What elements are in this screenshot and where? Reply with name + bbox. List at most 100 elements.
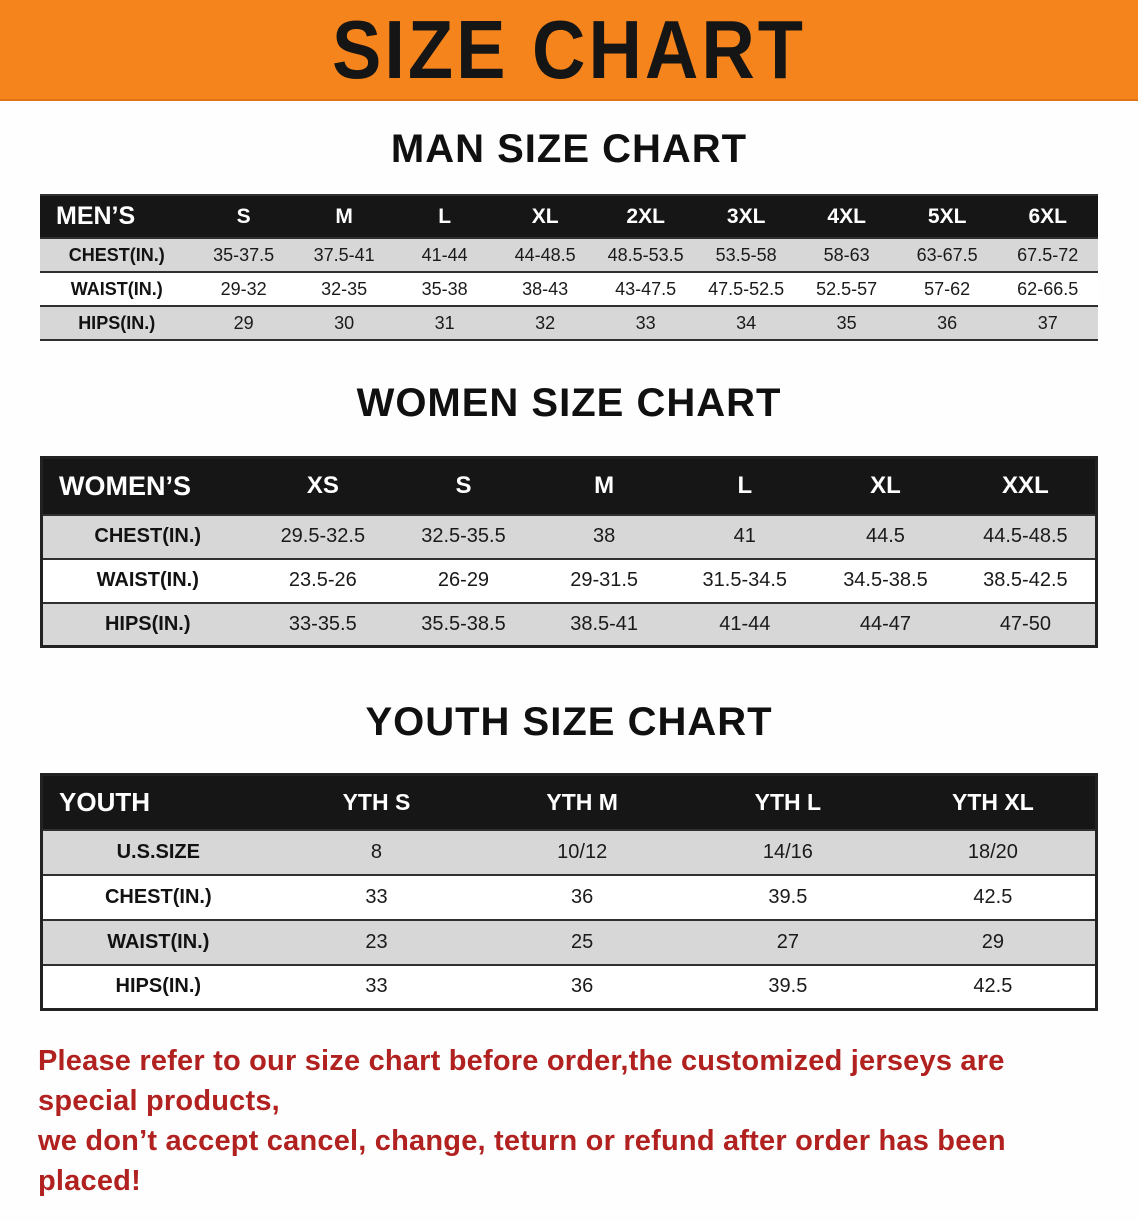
header-row: MEN’S S M L XL 2XL 3XL 4XL 5XL 6XL [40, 195, 1098, 238]
size-value: 44.5-48.5 [983, 525, 1068, 547]
size-value: 23.5-26 [288, 569, 357, 591]
size-value: 35.5-38.5 [421, 612, 506, 635]
size-value: 48.5-53.5 [607, 244, 684, 265]
women-section-heading: WOMEN SIZE CHART [356, 381, 782, 425]
table-corner-label: YOUTH [41, 774, 274, 830]
size-value: 41-44 [421, 244, 468, 265]
size-value: 36 [571, 885, 594, 908]
size-column-header: 3XL [695, 195, 797, 238]
size-value: 41 [733, 525, 756, 547]
size-value: 42.5 [973, 975, 1013, 998]
size-value: 62-66.5 [1017, 278, 1079, 299]
size-column-header: YTH L [685, 774, 891, 830]
size-column-header: L [674, 457, 816, 515]
header-row: WOMEN’S XS S M L XL XXL [41, 457, 1097, 515]
size-value: 41-44 [719, 612, 771, 635]
size-value: 38.5-42.5 [983, 569, 1068, 591]
size-value: 27 [776, 930, 800, 953]
row-label: U.S.SIZE [116, 840, 200, 863]
table-corner-label: WOMEN’S [41, 457, 253, 515]
size-column-header: S [393, 457, 534, 515]
size-value: 32.5-35.5 [421, 525, 506, 547]
size-column-header: L [394, 195, 495, 238]
size-value: 31 [434, 312, 455, 333]
row-label: CHEST(IN.) [68, 244, 165, 265]
size-value: 44-47 [859, 612, 912, 635]
size-value: 30 [334, 312, 355, 333]
size-value: 14/16 [762, 840, 813, 863]
size-value: 44-48.5 [514, 244, 576, 265]
size-value: 52.5-57 [816, 278, 878, 299]
size-value: 33-35.5 [288, 612, 357, 635]
size-value: 42.5 [973, 885, 1013, 908]
size-value: 67.5-72 [1017, 244, 1079, 265]
row-label: CHEST(IN.) [94, 525, 202, 547]
row-label: HIPS(IN.) [104, 612, 191, 635]
measurement-row: HIPS(IN.) 29 30 31 32 33 34 35 36 37 [40, 306, 1098, 340]
measurement-row: CHEST(IN.) 29.5-32.5 32.5-35.5 38 41 44.5 44.5… [41, 514, 1097, 559]
size-value: 37 [1037, 312, 1058, 333]
size-value: 34 [736, 312, 757, 333]
size-value: 39.5 [768, 975, 808, 998]
row-label: WAIST(IN.) [96, 569, 199, 591]
disclaimer: Please refer to our size chart before or… [0, 1041, 1138, 1221]
size-value: 29-31.5 [570, 569, 639, 591]
disclaimer-line-1: Please refer to our size chart before or… [38, 1045, 1005, 1118]
youth-section-heading: YOUTH SIZE CHART [365, 700, 773, 744]
size-value: 29 [233, 312, 254, 333]
size-value: 10/12 [557, 840, 608, 863]
size-value: 29 [981, 930, 1004, 953]
size-column-header: YTH S [273, 774, 480, 830]
size-value: 18/20 [967, 840, 1018, 863]
size-value: 33 [365, 975, 388, 998]
size-column-header: M [293, 195, 395, 238]
size-value: 37.5-41 [313, 244, 375, 265]
men-section-heading: MAN SIZE CHART [390, 127, 748, 171]
size-value: 36 [571, 975, 594, 998]
size-value: 35-38 [421, 278, 468, 299]
size-value: 38-43 [522, 278, 569, 299]
size-value: 47-50 [999, 612, 1051, 635]
measurement-row: CHEST(IN.) 35-37.5 37.5-41 41-44 44-48.5 48.5… [40, 238, 1098, 272]
page-title: SIZE CHART [332, 3, 806, 96]
banner: SIZE CHART [0, 0, 1138, 101]
size-value: 32 [535, 312, 556, 333]
size-column-header: S [193, 195, 294, 238]
size-column-header: XL [815, 457, 956, 515]
size-value: 53.5-58 [715, 244, 777, 265]
size-value: 34.5-38.5 [843, 569, 928, 591]
size-value: 29-32 [220, 278, 267, 299]
size-column-header: XS [252, 457, 394, 515]
row-label: WAIST(IN.) [107, 930, 210, 953]
size-value: 63-67.5 [916, 244, 978, 265]
size-value: 58-63 [823, 244, 870, 265]
measurement-row: HIPS(IN.) 33-35.5 35.5-38.5 38.5-41 41-44 44-… [41, 602, 1097, 647]
disclaimer-line-2: we don’t accept cancel, change, teturn o… [38, 1125, 1006, 1198]
header-row: YOUTH YTH S YTH M YTH L YTH XL [41, 774, 1097, 830]
row-label: CHEST(IN.) [104, 885, 212, 908]
size-value: 33 [365, 885, 388, 908]
size-value: 33 [635, 312, 656, 333]
size-value: 8 [370, 840, 383, 863]
size-value: 36 [937, 312, 958, 333]
size-column-header: XL [494, 195, 596, 238]
measurement-row: WAIST(IN.) 23 25 27 29 [41, 919, 1097, 965]
women-size-table: WOMEN’S XS S M L XL XXL CHEST(IN.) 29.5-32.5 32.5… [40, 456, 1098, 648]
table-corner-label: MEN’S [40, 195, 194, 238]
size-value: 39.5 [768, 885, 808, 908]
size-value: 35 [836, 312, 857, 333]
size-value: 26-29 [437, 569, 490, 591]
size-column-header: XXL [955, 457, 1097, 515]
measurement-row: U.S.SIZE 8 10/12 14/16 18/20 [41, 829, 1097, 875]
size-value: 23 [365, 930, 388, 953]
row-label: HIPS(IN.) [115, 975, 202, 998]
size-value: 57-62 [924, 278, 971, 299]
size-value: 32-35 [321, 278, 368, 299]
size-column-header: 6XL [997, 195, 1098, 238]
measurement-row: WAIST(IN.) 23.5-26 26-29 29-31.5 31.5-34.5 34… [41, 558, 1097, 603]
size-column-header: 4XL [796, 195, 897, 238]
youth-size-table: YOUTH YTH S YTH M YTH L YTH XL U.S.SIZE 8 10/12… [40, 773, 1098, 1011]
men-section: MAN SIZE CHART MEN’S S M L XL 2XL 3XL 4XL 5XL 6XL… [0, 127, 1138, 341]
size-column-header: YTH M [479, 774, 686, 830]
